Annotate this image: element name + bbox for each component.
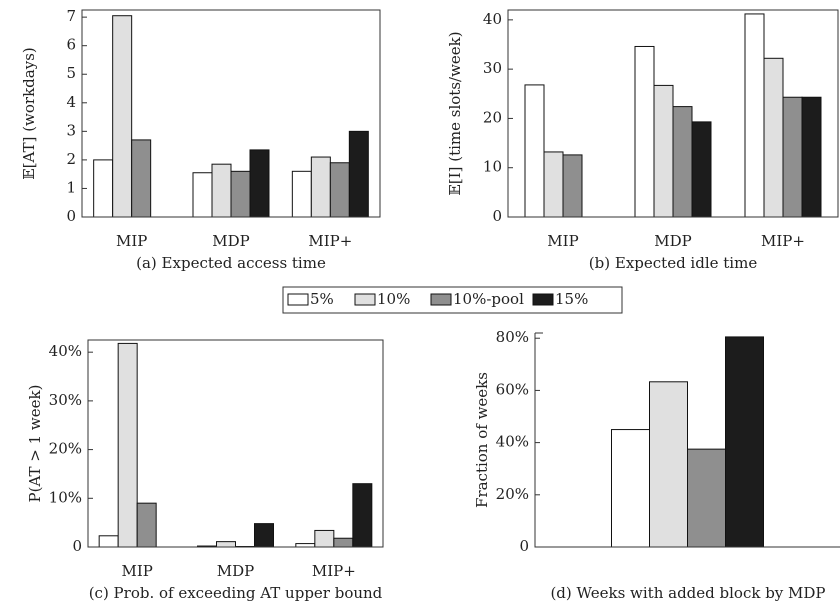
- caption: (c) Prob. of exceeding AT upper bound: [89, 584, 383, 602]
- bar: [687, 448, 726, 548]
- x-tick-label: MDP: [654, 232, 691, 250]
- bar: [782, 96, 803, 218]
- y-tick-label: 5: [66, 64, 76, 82]
- y-tick-label: 10%: [49, 488, 82, 506]
- y-tick-label: 3: [66, 121, 76, 139]
- bar: [136, 502, 157, 548]
- bar: [611, 429, 650, 548]
- y-tick-label: 2: [66, 150, 76, 168]
- bar: [254, 523, 274, 548]
- legend-box: [282, 286, 623, 314]
- bar: [216, 541, 236, 548]
- x-tick-label: MIP: [116, 232, 147, 250]
- y-tick-label: 1: [66, 178, 76, 196]
- x-tick-label: MDP: [217, 562, 254, 580]
- bar: [295, 543, 316, 548]
- caption: (a) Expected access time: [136, 254, 326, 272]
- bar: [691, 121, 712, 218]
- y-tick-label: 40%: [496, 433, 529, 451]
- bar: [763, 57, 784, 218]
- bar: [230, 170, 251, 218]
- bar: [291, 170, 312, 218]
- bar: [249, 149, 270, 218]
- bar: [93, 159, 114, 218]
- bar: [543, 151, 564, 218]
- axes-frame: [534, 332, 840, 548]
- y-tick-label: 0: [66, 207, 76, 225]
- bar: [672, 106, 693, 218]
- y-tick-label: 40%: [49, 342, 82, 360]
- bar: [801, 96, 822, 218]
- bar: [725, 336, 764, 548]
- x-tick-label: MIP+: [312, 562, 356, 580]
- y-tick-label: 60%: [496, 380, 529, 398]
- bar: [653, 84, 674, 218]
- y-tick-label: 0: [492, 207, 502, 225]
- y-axis-label: Fraction of weeks: [473, 372, 491, 508]
- bar: [211, 163, 232, 218]
- axes-frame: [87, 339, 384, 548]
- x-tick-label: MIP+: [308, 232, 352, 250]
- legend-label: 10%-pool: [453, 290, 524, 308]
- y-axis-label: 𝔼[I] (time slots/week): [446, 31, 464, 195]
- y-tick-label: 4: [66, 93, 76, 111]
- bar: [112, 15, 133, 218]
- legend-swatch: [430, 293, 452, 306]
- x-tick-label: MIP+: [761, 232, 805, 250]
- bar: [329, 162, 350, 218]
- legend-swatch: [354, 293, 376, 306]
- bar: [352, 483, 373, 548]
- bar: [348, 130, 369, 218]
- bar: [524, 84, 545, 218]
- bar: [314, 529, 335, 548]
- y-tick-label: 10: [483, 158, 502, 176]
- y-tick-label: 30: [483, 59, 502, 77]
- x-tick-label: MDP: [212, 232, 249, 250]
- y-axis-label: P(AT > 1 week): [26, 385, 44, 503]
- y-tick-label: 40: [483, 10, 502, 28]
- y-tick-label: 20%: [496, 485, 529, 503]
- bar: [98, 535, 119, 548]
- caption: (d) Weeks with added block by MDP: [550, 584, 825, 602]
- y-tick-label: 0: [519, 537, 529, 555]
- legend-swatch: [532, 293, 554, 306]
- y-tick-label: 80%: [496, 328, 529, 346]
- y-tick-label: 0: [72, 537, 82, 555]
- bar: [310, 156, 331, 218]
- y-tick-label: 6: [66, 36, 76, 54]
- legend-label: 15%: [555, 290, 588, 308]
- y-tick-label: 7: [66, 7, 76, 25]
- bar: [192, 172, 213, 218]
- legend-swatch: [287, 293, 309, 306]
- y-tick-label: 20%: [49, 440, 82, 458]
- bar: [117, 342, 138, 548]
- y-axis-label: 𝔼[AT] (workdays): [20, 47, 38, 179]
- bar: [744, 13, 765, 218]
- x-tick-label: MIP: [547, 232, 578, 250]
- legend-label: 5%: [310, 290, 334, 308]
- bar: [131, 139, 152, 218]
- axes-frame: [81, 9, 381, 218]
- caption: (b) Expected idle time: [589, 254, 758, 272]
- bar: [634, 45, 655, 218]
- y-tick-label: 30%: [49, 391, 82, 409]
- bar: [562, 154, 583, 218]
- bar: [649, 381, 688, 548]
- y-tick-label: 20: [483, 108, 502, 126]
- axes-frame: [507, 9, 839, 218]
- legend-label: 10%: [377, 290, 410, 308]
- bar: [333, 537, 354, 548]
- x-tick-label: MIP: [121, 562, 152, 580]
